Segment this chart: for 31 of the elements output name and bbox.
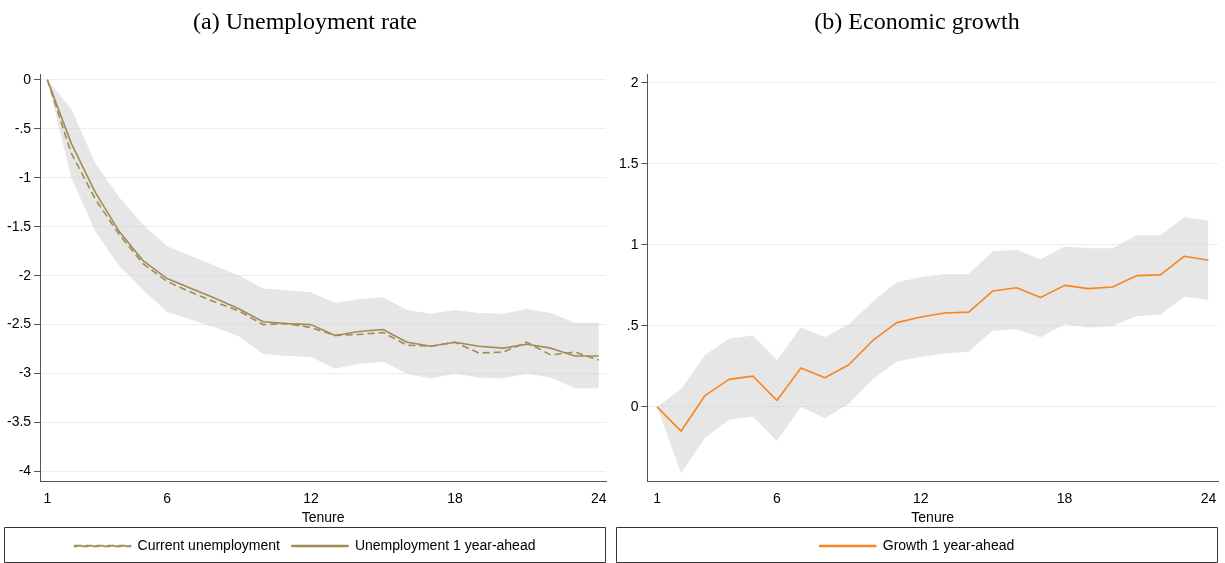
x-tick-label: 24 [591,489,607,506]
y-tick-label: 1 [630,235,639,252]
y-tick-label: -2.5 [7,315,32,332]
x-tick-label: 6 [163,489,172,506]
x-tick-label: 24 [1200,489,1217,506]
chart-title: (b) Economic growth [814,7,1020,34]
y-tick-label: -3.5 [7,413,32,430]
x-tick-label: 1 [43,489,52,506]
y-tick-label: -2 [18,266,32,283]
x-tick-label: 18 [1056,489,1073,506]
x-tick-label: 1 [653,489,662,506]
y-tick-label: -3 [18,364,32,381]
y-tick-label: -4 [18,462,32,479]
y-tick-label: .5 [626,316,639,333]
y-tick-label: -.5 [14,119,32,136]
x-tick-label: 12 [912,489,929,506]
y-tick-label: 0 [23,70,32,87]
y-tick-label: 1.5 [618,154,639,171]
y-tick-label: -1.5 [7,217,32,234]
x-tick-label: 18 [447,489,463,506]
y-tick-label: 0 [630,397,639,414]
x-axis-title: Tenure [911,509,955,526]
x-tick-label: 12 [303,489,320,506]
y-tick-label: -1 [18,168,32,185]
x-axis-title: Tenure [301,509,345,526]
legend-label: Growth 1 year-ahead [882,536,1015,553]
x-tick-label: 6 [773,489,782,506]
y-tick-label: 2 [630,73,639,90]
legend-label: Current unemployment [137,536,281,553]
legend-label: Unemployment 1 year-ahead [354,536,536,553]
chart-title: (a) Unemployment rate [193,7,417,34]
